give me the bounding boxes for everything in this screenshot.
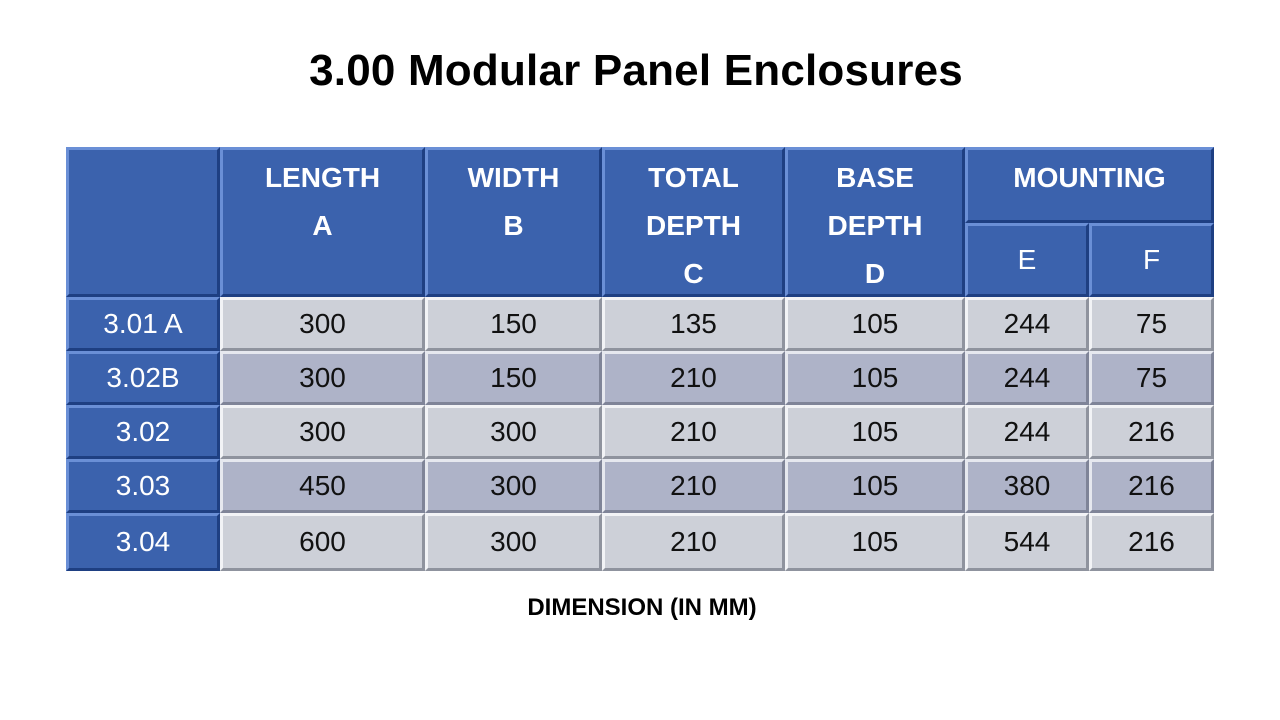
header-base-depth: BASE DEPTH D (785, 147, 965, 297)
cell-total-depth: 210 (602, 513, 785, 571)
cell-mounting-e: 244 (965, 297, 1089, 351)
header-total-depth-line2: DEPTH (646, 210, 741, 241)
cell-mounting-e: 544 (965, 513, 1089, 571)
header-width-letter: B (503, 210, 524, 241)
header-base-depth-line1: BASE (836, 162, 914, 193)
row-label: 3.01 A (66, 297, 220, 351)
cell-mounting-e: 380 (965, 459, 1089, 513)
dimensions-table: LENGTH A WIDTH B TOTAL DEPTH C BASE DEPT… (66, 147, 1214, 571)
cell-length: 300 (220, 405, 425, 459)
cell-length: 450 (220, 459, 425, 513)
cell-width: 300 (425, 513, 602, 571)
cell-mounting-f: 216 (1089, 513, 1214, 571)
cell-base-depth: 105 (785, 513, 965, 571)
cell-base-depth: 105 (785, 405, 965, 459)
cell-width: 150 (425, 297, 602, 351)
slide-title: 3.00 Modular Panel Enclosures (309, 46, 963, 95)
cell-base-depth: 105 (785, 297, 965, 351)
header-total-depth-line1: TOTAL (648, 162, 739, 193)
header-mounting-e: E (965, 223, 1089, 297)
header-mounting-label: MOUNTING (1013, 162, 1166, 193)
cell-mounting-e: 244 (965, 405, 1089, 459)
cell-mounting-f: 75 (1089, 351, 1214, 405)
cell-length: 300 (220, 351, 425, 405)
cell-total-depth: 210 (602, 405, 785, 459)
header-length-label: LENGTH (264, 162, 381, 193)
cell-width: 300 (425, 459, 602, 513)
cell-total-depth: 210 (602, 351, 785, 405)
table-corner-cell (66, 147, 220, 297)
cell-length: 300 (220, 297, 425, 351)
header-mounting-f: F (1089, 223, 1214, 297)
header-width: WIDTH B (425, 147, 602, 297)
row-label: 3.02B (66, 351, 220, 405)
cell-mounting-e: 244 (965, 351, 1089, 405)
cell-mounting-f: 216 (1089, 405, 1214, 459)
table-caption: DIMENSION (IN MM) (527, 594, 757, 621)
header-length-letter: A (312, 210, 333, 241)
header-total-depth: TOTAL DEPTH C (602, 147, 785, 297)
cell-width: 300 (425, 405, 602, 459)
row-label: 3.04 (66, 513, 220, 571)
row-label: 3.02 (66, 405, 220, 459)
header-base-depth-line2: DEPTH (827, 210, 923, 241)
row-label: 3.03 (66, 459, 220, 513)
cell-base-depth: 105 (785, 351, 965, 405)
header-total-depth-letter: C (683, 258, 704, 289)
header-base-depth-letter: D (864, 258, 886, 289)
cell-mounting-f: 75 (1089, 297, 1214, 351)
cell-length: 600 (220, 513, 425, 571)
cell-mounting-f: 216 (1089, 459, 1214, 513)
cell-total-depth: 210 (602, 459, 785, 513)
cell-width: 150 (425, 351, 602, 405)
cell-base-depth: 105 (785, 459, 965, 513)
header-width-label: WIDTH (467, 162, 560, 193)
header-length: LENGTH A (220, 147, 425, 297)
header-mounting: MOUNTING (965, 147, 1214, 223)
cell-total-depth: 135 (602, 297, 785, 351)
